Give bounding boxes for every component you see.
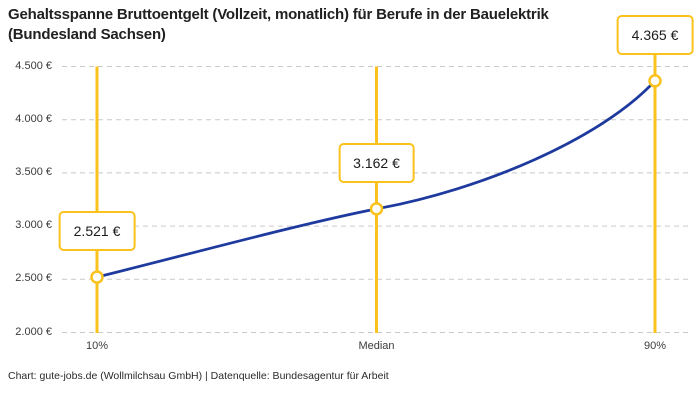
y-axis-tick-label: 4.500 € — [15, 59, 52, 72]
x-axis-tick-label: 10% — [85, 340, 109, 352]
value-label-box: 2.521 € — [58, 211, 136, 252]
y-axis-tick-label: 3.000 € — [15, 219, 52, 232]
value-label-box: 3.162 € — [338, 142, 415, 183]
y-axis-tick-label: 4.000 € — [15, 112, 52, 125]
x-axis-tick-label: Median — [358, 340, 395, 352]
chart-credit: Chart: gute-jobs.de (Wollmilchsau GmbH) … — [8, 370, 389, 382]
data-point-marker — [90, 270, 104, 284]
chart-title-line-2: (Bundesland Sachsen) — [8, 26, 166, 44]
chart-title-line-1: Gehaltsspanne Bruttoentgelt (Vollzeit, m… — [8, 6, 549, 23]
value-label-box: 4.365 € — [616, 14, 694, 55]
x-axis-tick-label: 90% — [643, 340, 667, 352]
data-point-marker — [369, 202, 384, 216]
y-axis-tick-label: 2.500 € — [15, 272, 52, 285]
y-axis-tick-label: 2.000 € — [15, 325, 52, 338]
data-point-marker — [648, 74, 662, 88]
y-axis-tick-label: 3.500 € — [15, 165, 52, 178]
chart-title: Gehaltsspanne Bruttoentgelt (Vollzeit, m… — [8, 5, 668, 46]
